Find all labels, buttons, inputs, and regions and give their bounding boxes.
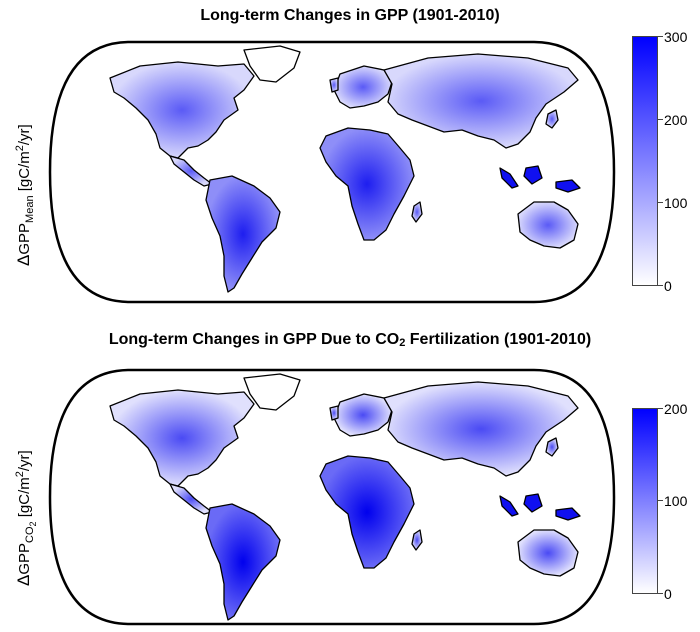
africa: [319, 455, 415, 569]
borneo: [523, 493, 543, 513]
colorbar: [632, 408, 658, 594]
south-america: [205, 503, 281, 621]
north-america: [109, 389, 255, 487]
central-america: [169, 155, 213, 187]
colorbar-tick: 0: [664, 278, 672, 294]
north-america: [109, 61, 255, 159]
asia: [383, 381, 579, 477]
y-axis-label: ΔGPPCO2 [gC/m2/yr]: [14, 450, 39, 586]
sumatra: [499, 167, 519, 189]
asia: [383, 53, 579, 149]
new-guinea: [555, 179, 581, 193]
central-america: [169, 483, 213, 515]
panel-title: Long-term Changes in GPP Due to CO2 Fert…: [108, 331, 592, 349]
colorbar: [632, 36, 658, 286]
greenland: [243, 373, 301, 411]
colorbar-tick: 100: [664, 195, 688, 211]
africa: [319, 127, 415, 241]
y-axis-label: ΔGPPMean [gC/m2/yr]: [14, 124, 36, 266]
world-map: [48, 368, 616, 626]
south-america: [205, 175, 281, 293]
panel-title: Long-term Changes in GPP (1901-2010): [200, 7, 500, 24]
madagascar: [411, 529, 423, 551]
colorbar-tick: 100: [664, 493, 688, 509]
sumatra: [499, 495, 519, 517]
land-masses: [109, 45, 581, 293]
madagascar: [411, 201, 423, 223]
british-isles: [329, 77, 339, 93]
borneo: [523, 165, 543, 185]
australia: [517, 201, 579, 249]
greenland: [243, 45, 301, 83]
gpp-mean-panel: Long-term Changes in GPP (1901-2010) ΔGP…: [0, 0, 700, 310]
gpp-co2-panel: Long-term Changes in GPP Due to CO2 Fert…: [0, 318, 700, 632]
land-masses: [109, 373, 581, 621]
japan: [545, 109, 559, 129]
colorbar-tick: 200: [664, 112, 688, 128]
europe: [333, 65, 393, 109]
japan: [545, 437, 559, 457]
new-guinea: [555, 507, 581, 521]
world-map: [48, 40, 616, 304]
british-isles: [329, 405, 339, 421]
australia: [517, 529, 579, 577]
colorbar-tick: 0: [664, 586, 672, 602]
colorbar-tick: 200: [664, 401, 688, 417]
europe: [333, 393, 393, 437]
colorbar-tick: 300: [664, 29, 688, 45]
